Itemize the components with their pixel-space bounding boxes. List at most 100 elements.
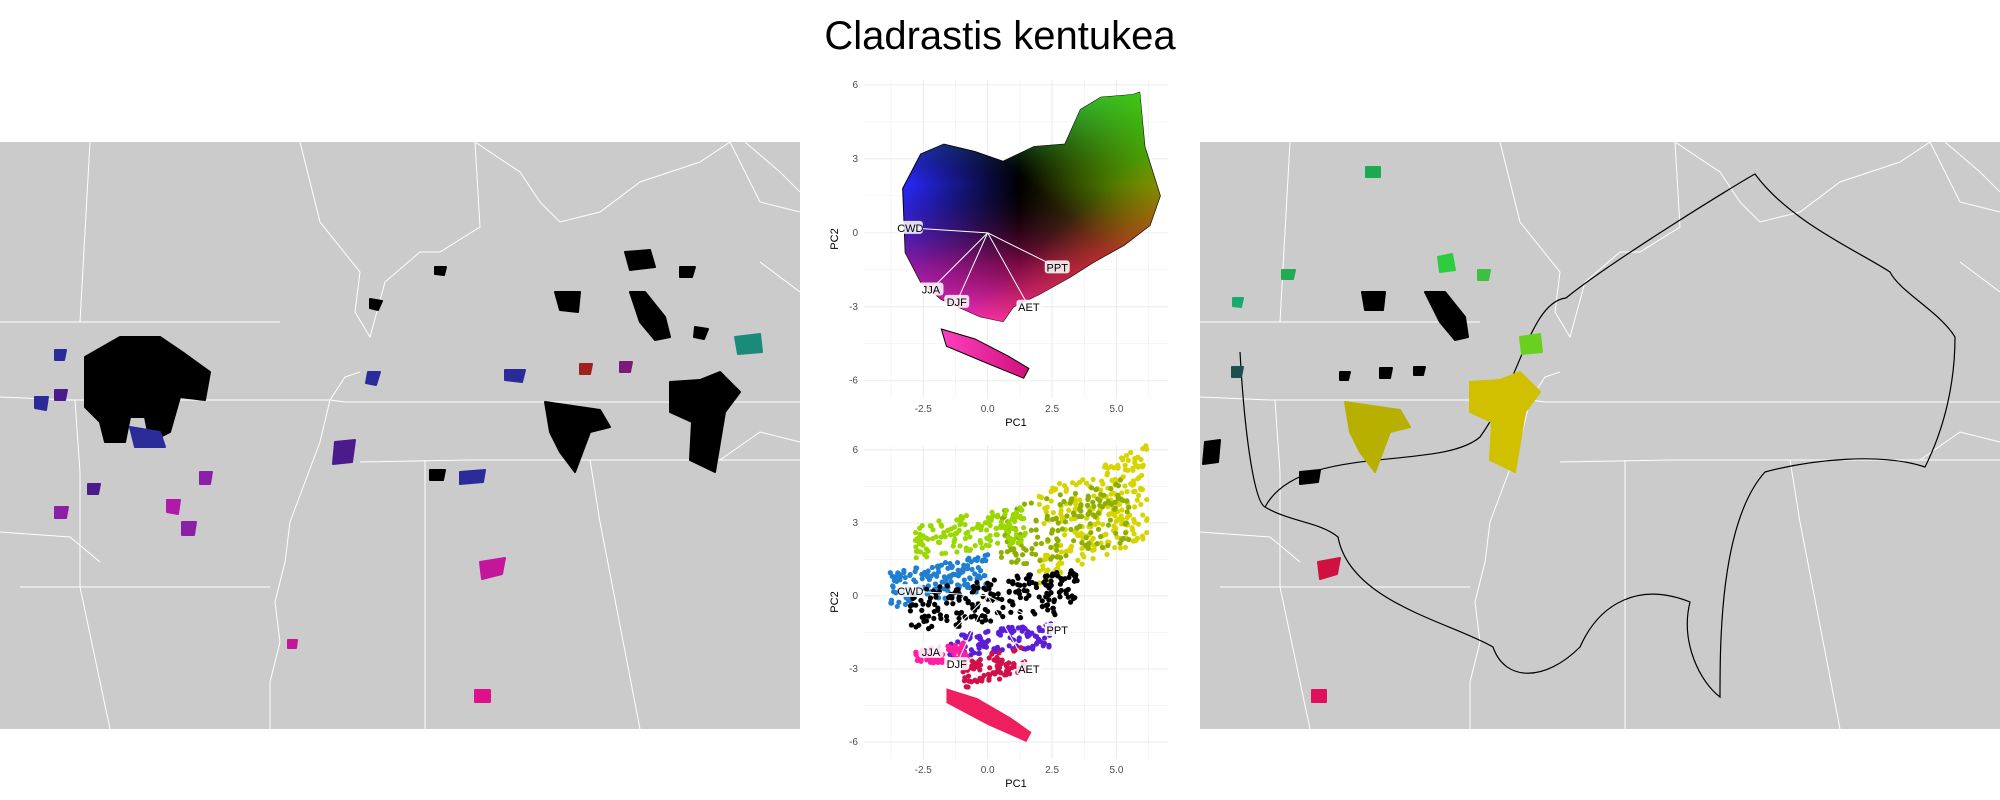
state-border bbox=[1274, 399, 1281, 587]
occurrence-point bbox=[1068, 516, 1075, 522]
occurrence-point bbox=[938, 562, 945, 568]
occurrence-point bbox=[921, 618, 927, 624]
occurrence-point bbox=[943, 613, 950, 620]
occurrence-point bbox=[1000, 604, 1006, 611]
occurrence-point bbox=[1023, 595, 1029, 602]
occurrence-point bbox=[987, 665, 993, 671]
occurrence-point bbox=[1058, 549, 1065, 555]
left-map-range-patch bbox=[624, 249, 656, 271]
occurrence-point bbox=[919, 571, 925, 577]
occurrence-point bbox=[1090, 555, 1096, 562]
occurrence-point bbox=[1070, 538, 1077, 544]
occurrence-point bbox=[1119, 537, 1125, 543]
occurrence-point bbox=[1044, 504, 1050, 510]
occurrence-point bbox=[1090, 499, 1096, 505]
occurrence-point bbox=[982, 520, 988, 526]
occurrence-point bbox=[937, 584, 943, 590]
occurrence-point bbox=[1072, 506, 1078, 512]
occurrence-point bbox=[1105, 542, 1111, 549]
occurrence-point bbox=[1077, 497, 1083, 503]
occurrence-point bbox=[1136, 492, 1142, 499]
occurrence-point bbox=[986, 586, 992, 592]
left-map-range-patch bbox=[734, 333, 763, 355]
vector-label-bg bbox=[897, 584, 923, 598]
pca-top-y-axis-title: PC2 bbox=[829, 228, 841, 249]
occurrence-point bbox=[1097, 533, 1104, 540]
occurrence-point bbox=[927, 595, 934, 601]
left-map-range-patch bbox=[365, 371, 381, 386]
occurrence-point bbox=[1113, 530, 1119, 536]
vector-cwd-line bbox=[910, 590, 988, 597]
state-border bbox=[1919, 431, 2000, 461]
occurrence-point bbox=[1130, 527, 1136, 533]
occurrence-point bbox=[1080, 477, 1086, 483]
occurrence-point bbox=[902, 601, 909, 607]
occurrence-point bbox=[1139, 533, 1146, 539]
occurrence-point bbox=[934, 573, 940, 579]
occurrence-point bbox=[1079, 540, 1085, 546]
occurrence-point bbox=[961, 562, 967, 568]
occurrence-point bbox=[966, 678, 972, 684]
occurrence-point bbox=[995, 591, 1001, 597]
occurrence-point bbox=[1055, 528, 1061, 534]
occurrence-point bbox=[1015, 557, 1021, 563]
occurrence-point bbox=[1122, 544, 1128, 550]
right-map-range-patch bbox=[1299, 469, 1321, 485]
occurrence-point bbox=[894, 603, 900, 610]
vector-label-bg bbox=[918, 282, 944, 296]
occurrence-point bbox=[949, 572, 955, 578]
occurrence-point bbox=[945, 565, 951, 571]
left-map-range-patch bbox=[554, 291, 581, 313]
left-map-range-patch bbox=[629, 291, 671, 341]
occurrence-point bbox=[974, 604, 980, 610]
occurrence-point bbox=[1038, 494, 1045, 500]
occurrence-point bbox=[962, 535, 969, 542]
occurrence-point bbox=[1093, 487, 1099, 493]
occurrence-point bbox=[934, 563, 940, 570]
occurrence-point bbox=[1046, 597, 1052, 603]
occurrence-point bbox=[1112, 513, 1118, 519]
occurrence-point bbox=[954, 530, 960, 536]
occurrence-point bbox=[1027, 572, 1033, 578]
occurrence-point bbox=[1079, 513, 1085, 520]
occurrence-point bbox=[1038, 540, 1045, 547]
occurrence-point bbox=[1100, 521, 1106, 528]
occurrence-point bbox=[971, 659, 977, 666]
pca-bottom-y-axis-title: PC2 bbox=[829, 591, 841, 612]
occurrence-point bbox=[1059, 526, 1066, 532]
occurrence-point bbox=[1144, 529, 1150, 536]
occurrence-point bbox=[1088, 529, 1094, 536]
left-map-range-patch bbox=[434, 266, 447, 276]
right-map-range-patch bbox=[1344, 401, 1411, 473]
occurrence-point bbox=[1009, 559, 1015, 565]
right-map-range-patch bbox=[1202, 439, 1221, 465]
occurrence-point bbox=[932, 601, 938, 607]
occurrence-point bbox=[1069, 593, 1075, 599]
occurrence-point bbox=[995, 631, 1002, 637]
occurrence-point bbox=[1062, 576, 1068, 582]
occurrence-point bbox=[1139, 464, 1146, 470]
occurrence-point bbox=[913, 565, 919, 571]
occurrence-point bbox=[996, 650, 1002, 656]
occurrence-point bbox=[1073, 482, 1079, 488]
occurrence-point bbox=[993, 657, 999, 664]
occurrence-point bbox=[1056, 480, 1063, 487]
occurrence-point bbox=[1108, 486, 1114, 492]
pca-panel-top: CWD PPT AET DJF JJA -2.5 0.0 2.5 5.0 6 3 0 -3 -6 PC1… bbox=[820, 72, 1180, 440]
occurrence-point bbox=[1017, 615, 1024, 621]
occurrence-point bbox=[1124, 514, 1130, 521]
occurrence-point bbox=[960, 566, 966, 572]
occurrence-point bbox=[1011, 537, 1017, 543]
occurrence-point bbox=[1016, 591, 1022, 597]
occurrence-point bbox=[977, 641, 983, 647]
left-map-range-patch bbox=[459, 469, 486, 485]
occurrence-point bbox=[1068, 526, 1074, 533]
occurrence-point bbox=[1029, 546, 1035, 552]
occurrence-point bbox=[1049, 554, 1056, 560]
y-tick-label: 0 bbox=[852, 228, 858, 239]
occurrence-point bbox=[901, 567, 907, 574]
occurrence-point bbox=[1118, 455, 1125, 461]
occurrence-point bbox=[1112, 545, 1118, 551]
occurrence-point bbox=[1057, 581, 1063, 587]
x-tick-label: -2.5 bbox=[915, 404, 933, 415]
